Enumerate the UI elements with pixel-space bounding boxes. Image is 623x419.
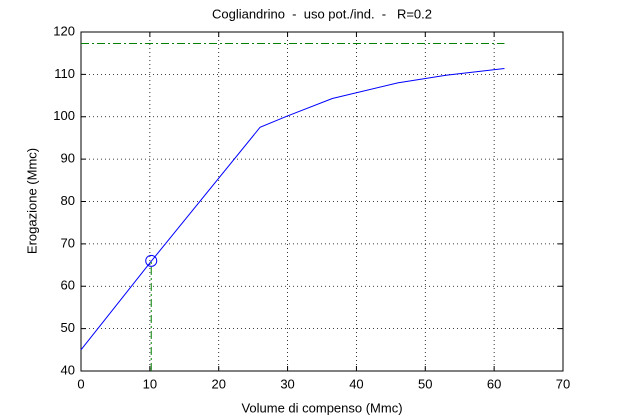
marker: [145, 254, 158, 267]
y-tick-label: 90: [61, 151, 75, 166]
x-tick-label: 70: [556, 376, 570, 391]
x-tick-label: 0: [77, 376, 84, 391]
x-tick-label: 40: [349, 376, 363, 391]
y-tick-label: 60: [61, 278, 75, 293]
y-tick-label: 80: [61, 193, 75, 208]
chart-title: Cogliandrino - uso pot./ind. - R=0.2: [212, 6, 432, 21]
y-tick-label: 70: [61, 235, 75, 250]
x-axis-label: Volume di compenso (Mmc): [241, 400, 402, 415]
x-tick-label: 10: [143, 376, 157, 391]
series-line: [80, 67, 505, 351]
y-tick-label: 40: [61, 362, 75, 377]
y-tick-label: 100: [53, 108, 75, 123]
y-tick-label: 110: [54, 66, 75, 81]
axes-frame: [80, 31, 564, 372]
y-tick-label: 50: [61, 320, 75, 335]
y-axis-label: Erogazione (Mmc): [24, 148, 39, 254]
x-tick-label: 30: [280, 376, 294, 391]
y-tick-label: 120: [53, 23, 75, 38]
x-tick-label: 50: [418, 376, 432, 391]
x-tick-label: 20: [211, 376, 225, 391]
x-tick-label: 60: [487, 376, 501, 391]
